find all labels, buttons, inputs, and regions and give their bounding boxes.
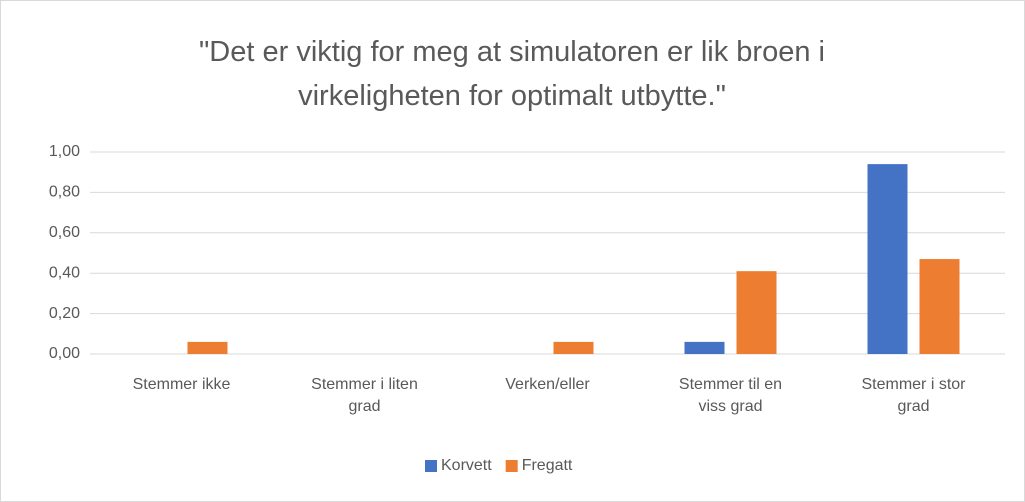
bar [919, 259, 960, 354]
y-tick-label: 0,40 [49, 264, 80, 281]
legend-swatch [505, 460, 518, 472]
chart-title: "Det er viktig for meg at simulatoren er… [199, 36, 825, 112]
bar [736, 271, 777, 354]
y-tick-label: 0,80 [49, 184, 80, 201]
x-tick-label: Stemmer til en viss grad [678, 376, 783, 415]
y-tick-label: 0,60 [49, 224, 80, 241]
bar [684, 341, 725, 354]
y-tick-label: 0,00 [49, 345, 80, 362]
bar [867, 164, 908, 354]
legend-label: Korvett [441, 457, 492, 474]
bar [187, 341, 228, 354]
bar [553, 341, 594, 354]
y-tick-label: 0,20 [49, 305, 80, 322]
x-tick-label: Verken/eller [505, 376, 590, 393]
legend-swatch [425, 460, 437, 472]
x-tick-label: Stemmer i liten grad [311, 376, 418, 415]
x-tick-label: Stemmer ikke [132, 376, 231, 393]
x-tick-label: Stemmer i stor grad [861, 376, 966, 415]
y-tick-label: 1,00 [49, 143, 80, 160]
legend-label: Fregatt [522, 457, 573, 474]
